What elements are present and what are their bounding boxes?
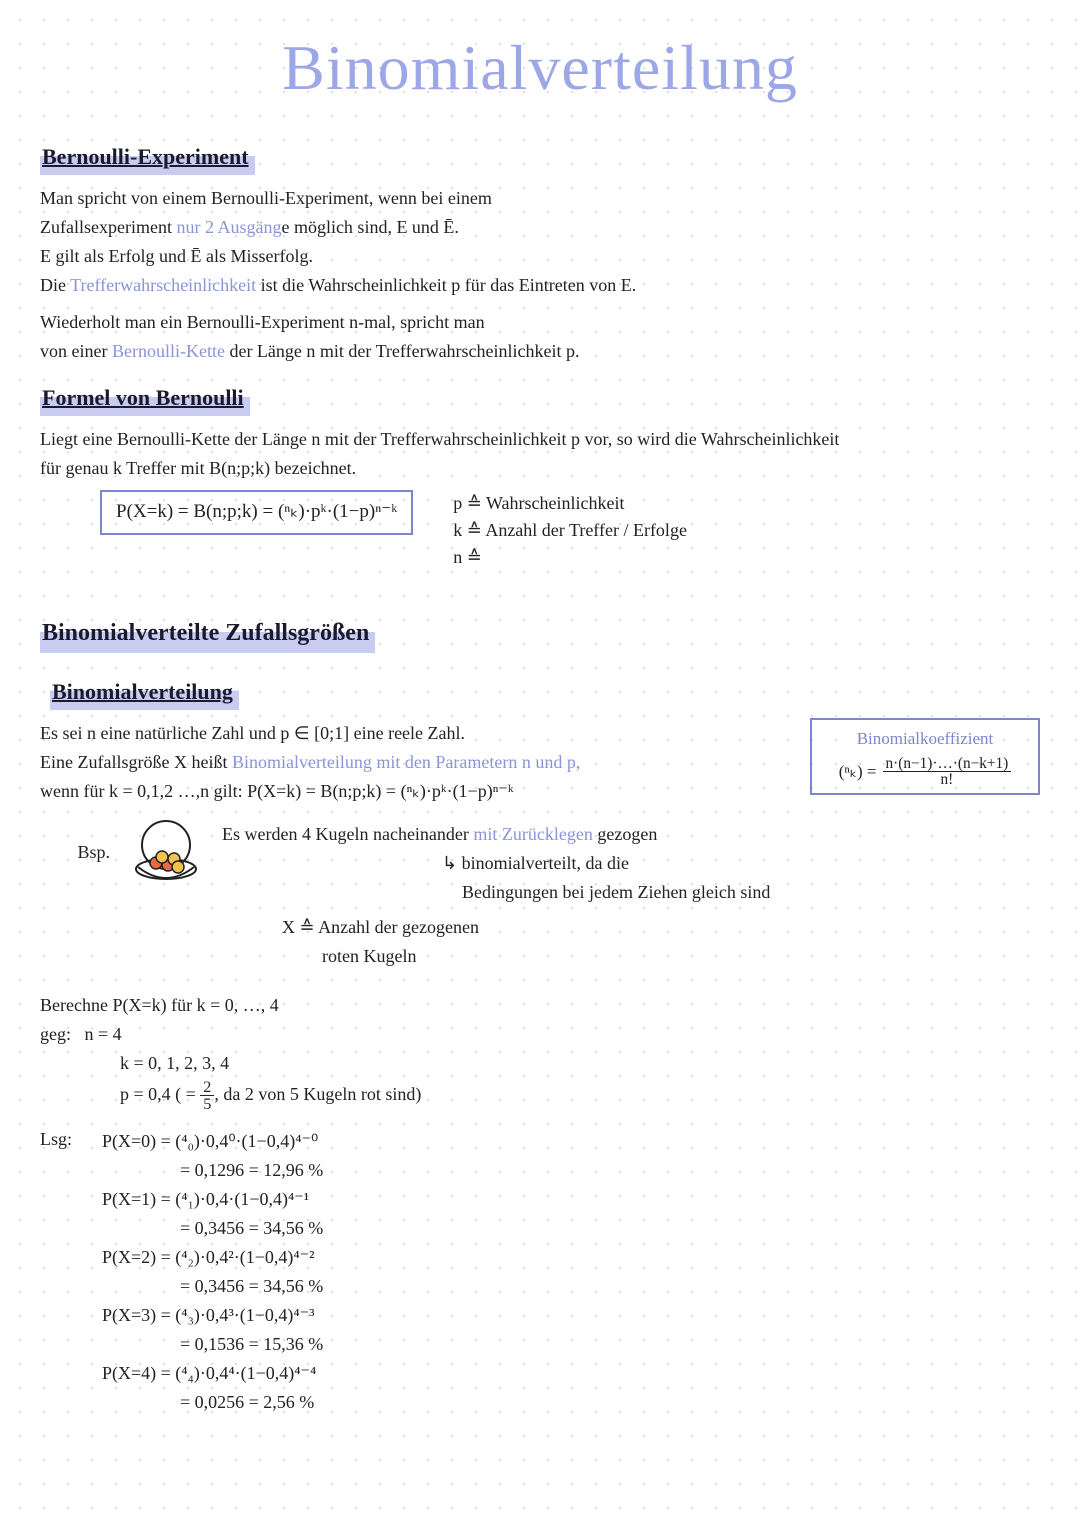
text-line: E gilt als Erfolg und Ē als Misserfolg.	[40, 243, 1040, 270]
geg: geg:	[40, 1024, 71, 1044]
text-line: Es werden 4 Kugeln nacheinander mit Zurü…	[222, 821, 1040, 848]
geg-k: k = 0, 1, 2, 3, 4	[120, 1050, 1040, 1077]
calc-row: P(X=4) = (⁴₄)·0,4⁴·(1−0,4)⁴⁻⁴	[102, 1360, 323, 1387]
example-label: Bsp.	[40, 819, 110, 866]
bk-numerator: n·(n−1)·…·(n−k+1)	[883, 756, 1012, 772]
text-fragment: von einer	[40, 341, 112, 361]
text-fragment: Eine Zufallsgröße X heißt	[40, 752, 232, 772]
task-line: Berechne P(X=k) für k = 0, …, 4	[40, 992, 1040, 1019]
text-fragment: Die	[40, 275, 70, 295]
calc-row: P(X=1) = (⁴₁)·0,4·(1−0,4)⁴⁻¹	[102, 1186, 323, 1213]
bk-title: Binomialkoeffizient	[824, 726, 1026, 752]
text-line: Eine Zufallsgröße X heißt Binomialvertei…	[40, 749, 780, 776]
formula-row: P(X=k) = B(n;p;k) = (ⁿₖ)·pᵏ·(1−p)ⁿ⁻ᵏ p ≙…	[100, 490, 1040, 571]
text-line: für genau k Treffer mit B(n;p;k) bezeich…	[40, 455, 1040, 482]
example-row: Bsp. Es werden 4 Kugeln nacheinander mit…	[40, 819, 1040, 972]
calc-expr: = (⁴₂)·0,4²·(1−0,4)⁴⁻²	[161, 1247, 315, 1267]
calc-result: = 0,3456 = 34,56 %	[180, 1215, 323, 1242]
bowl-icon	[126, 819, 206, 889]
bk-denominator: n!	[938, 772, 957, 787]
text-line: Es sei n eine natürliche Zahl und p ∈ [0…	[40, 720, 780, 747]
text-line: wenn für k = 0,1,2 …,n gilt: P(X=k) = B(…	[40, 778, 780, 805]
legend-k: k ≙ Anzahl der Treffer / Erfolge	[453, 517, 687, 544]
text-line: Zufallsexperiment nur 2 Ausgänge möglich…	[40, 214, 1040, 241]
section-bernoulli-experiment: Bernoulli-Experiment Man spricht von ein…	[40, 126, 1040, 365]
formula-legend: p ≙ Wahrscheinlichkeit k ≙ Anzahl der Tr…	[453, 490, 687, 571]
page-title: Binomialverteilung	[40, 20, 1040, 116]
calc-list: P(X=0) = (⁴₀)·0,4⁰·(1−0,4)⁴⁻⁰ = 0,1296 =…	[102, 1126, 323, 1418]
heading-binomialverteilung: Binomialverteilung	[50, 675, 239, 710]
text-line: Bedingungen bei jedem Ziehen gleich sind	[462, 879, 1040, 906]
calc-row: P(X=0) = (⁴₀)·0,4⁰·(1−0,4)⁴⁻⁰	[102, 1128, 323, 1155]
formula-box: P(X=k) = B(n;p;k) = (ⁿₖ)·pᵏ·(1−p)ⁿ⁻ᵏ	[100, 490, 413, 535]
calc-expr: = (⁴₁)·0,4·(1−0,4)⁴⁻¹	[161, 1189, 310, 1209]
frac-num: 2	[200, 1079, 214, 1096]
frac-den: 5	[200, 1096, 214, 1112]
geg-label: geg: n = 4	[40, 1021, 1040, 1048]
text-line: Liegt eine Bernoulli-Kette der Länge n m…	[40, 426, 1040, 453]
section-formel-bernoulli: Formel von Bernoulli Liegt eine Bernoull…	[40, 367, 1040, 571]
legend-p: p ≙ Wahrscheinlichkeit	[453, 490, 687, 517]
binomialkoeffizient-box: Binomialkoeffizient (ⁿₖ) = n·(n−1)·…·(n−…	[810, 718, 1040, 795]
highlight-text: Trefferwahrscheinlichkeit	[70, 275, 256, 295]
geg-p: p = 0,4 ( = 25, da 2 von 5 Kugeln rot si…	[120, 1079, 1040, 1112]
text-fragment: gezogen	[593, 824, 657, 844]
calc-expr: = (⁴₀)·0,4⁰·(1−0,4)⁴⁻⁰	[161, 1131, 319, 1151]
calc-result: = 0,1536 = 15,36 %	[180, 1331, 323, 1358]
text-fragment: Es werden 4 Kugeln nacheinander	[222, 824, 473, 844]
text-fragment: e möglich sind, E und Ē.	[281, 217, 458, 237]
text-fragment: Zufallsexperiment	[40, 217, 176, 237]
highlight-text: Bernoulli-Kette	[112, 341, 225, 361]
text-fragment: p = 0,4 ( =	[120, 1084, 200, 1104]
x-definition: X ≙ Anzahl der gezogenen	[282, 914, 1040, 941]
text-line: ↳ binomialverteilt, da die	[442, 850, 1040, 877]
text-fragment: , da 2 von 5 Kugeln rot sind)	[214, 1084, 421, 1104]
calc-lhs: P(X=3)	[102, 1305, 156, 1325]
text-fragment: ist die Wahrscheinlichkeit p für das Ein…	[256, 275, 636, 295]
calc-expr: = (⁴₃)·0,4³·(1−0,4)⁴⁻³	[161, 1305, 315, 1325]
calc-lhs: P(X=0)	[102, 1131, 156, 1151]
calculation-block: Berechne P(X=k) für k = 0, …, 4 geg: n =…	[40, 992, 1040, 1418]
calc-lhs: P(X=2)	[102, 1247, 156, 1267]
lsg-label: Lsg:	[40, 1126, 90, 1418]
highlight-text: mit Zurücklegen	[473, 824, 592, 844]
geg-n: n = 4	[85, 1024, 122, 1044]
fraction-2-5: 25	[200, 1079, 214, 1112]
heading-formel-bernoulli: Formel von Bernoulli	[40, 381, 250, 416]
heading-bernoulli-experiment: Bernoulli-Experiment	[40, 140, 255, 175]
calc-result: = 0,0256 = 2,56 %	[180, 1389, 323, 1416]
definition-row: Es sei n eine natürliche Zahl und p ∈ [0…	[40, 718, 1040, 807]
section-binomial-zufallsgroessen: Binomialverteilte Zufallsgrößen Binomial…	[40, 601, 1040, 1418]
text-fragment: der Länge n mit der Trefferwahrscheinlic…	[225, 341, 580, 361]
calc-expr: = (⁴₄)·0,4⁴·(1−0,4)⁴⁻⁴	[161, 1363, 317, 1383]
text-line: Wiederholt man ein Bernoulli-Experiment …	[40, 309, 1040, 336]
highlight-text: Binomialverteilung mit den Parametern n …	[232, 752, 580, 772]
calc-result: = 0,1296 = 12,96 %	[180, 1157, 323, 1184]
calc-result: = 0,3456 = 34,56 %	[180, 1273, 323, 1300]
bk-fraction: n·(n−1)·…·(n−k+1) n!	[883, 756, 1012, 788]
text-line: Man spricht von einem Bernoulli-Experime…	[40, 185, 1040, 212]
bk-left: (ⁿₖ) =	[839, 759, 877, 785]
calc-lhs: P(X=4)	[102, 1363, 156, 1383]
text-line: von einer Bernoulli-Kette der Länge n mi…	[40, 338, 1040, 365]
heading-binomial-zufallsgroessen: Binomialverteilte Zufallsgrößen	[40, 615, 375, 653]
calc-lhs: P(X=1)	[102, 1189, 156, 1209]
text-line: Die Trefferwahrscheinlichkeit ist die Wa…	[40, 272, 1040, 299]
calc-row: P(X=3) = (⁴₃)·0,4³·(1−0,4)⁴⁻³	[102, 1302, 323, 1329]
calc-row: P(X=2) = (⁴₂)·0,4²·(1−0,4)⁴⁻²	[102, 1244, 323, 1271]
legend-n: n ≙	[453, 544, 687, 571]
x-definition-2: roten Kugeln	[322, 943, 1040, 970]
highlight-text: nur 2 Ausgäng	[176, 217, 281, 237]
